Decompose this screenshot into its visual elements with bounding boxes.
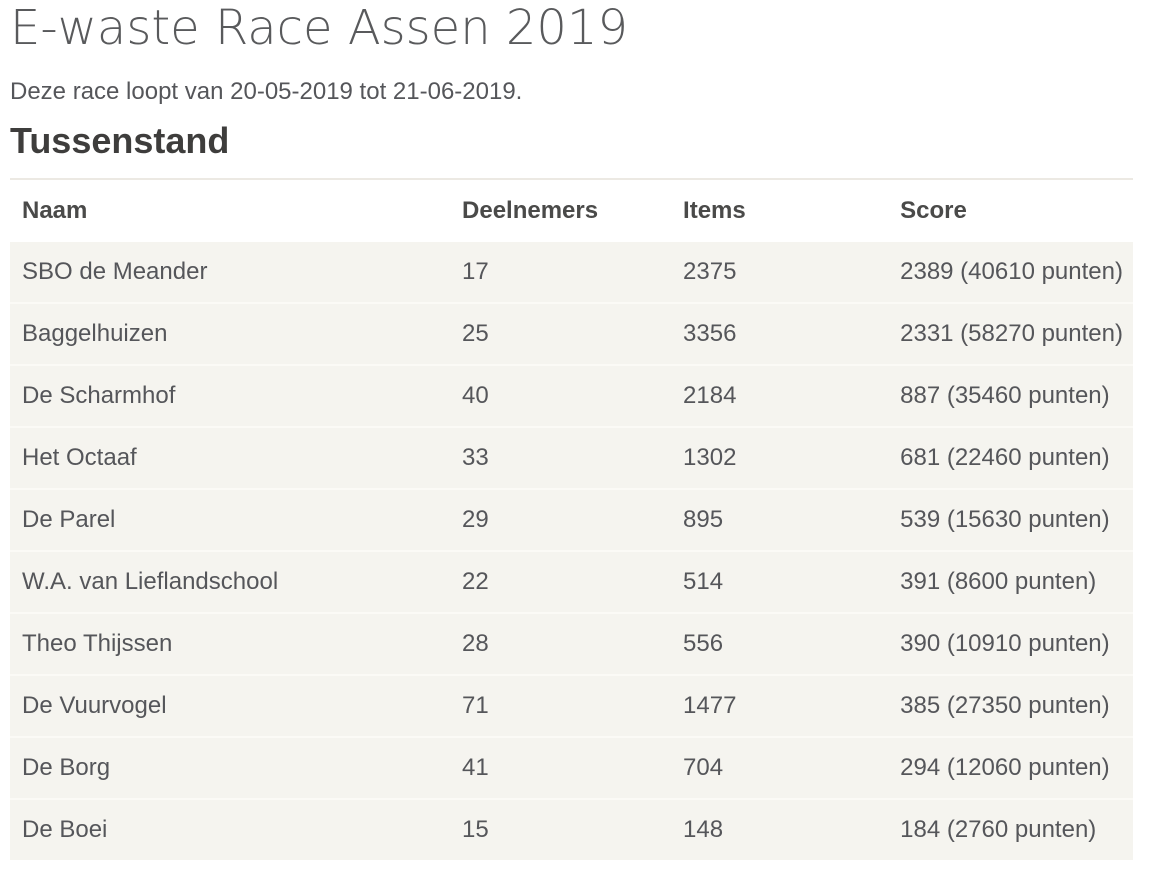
cell-items: 895 — [671, 487, 889, 551]
column-header-score: Score — [888, 178, 1133, 242]
cell-naam: De Borg — [10, 735, 451, 799]
cell-deelnemers: 17 — [450, 241, 672, 303]
cell-score: 391 (8600 punten) — [888, 549, 1133, 613]
cell-naam: Baggelhuizen — [10, 301, 451, 365]
cell-items: 1477 — [671, 673, 889, 737]
cell-naam: De Parel — [10, 487, 451, 551]
cell-deelnemers: 15 — [450, 797, 672, 860]
cell-naam: De Vuurvogel — [10, 673, 451, 737]
cell-score: 385 (27350 punten) — [888, 673, 1133, 737]
table-body: SBO de Meander 17 2375 2389 (40610 punte… — [10, 241, 1133, 860]
table-header: Naam Deelnemers Items Score — [10, 178, 1133, 242]
column-header-naam: Naam — [10, 178, 451, 242]
standings-table: Naam Deelnemers Items Score SBO de Meand… — [10, 177, 1133, 860]
cell-deelnemers: 41 — [450, 735, 672, 799]
page-subtitle: Deze race loopt van 20-05-2019 tot 21-06… — [10, 77, 523, 105]
cell-deelnemers: 40 — [450, 363, 672, 427]
cell-score: 539 (15630 punten) — [888, 487, 1133, 551]
cell-items: 3356 — [671, 301, 889, 365]
table-header-row: Naam Deelnemers Items Score — [10, 178, 1133, 242]
table-row: W.A. van Lieflandschool 22 514 391 (8600… — [10, 549, 1133, 613]
table-row: SBO de Meander 17 2375 2389 (40610 punte… — [10, 241, 1133, 303]
table-row: De Boei 15 148 184 (2760 punten) — [10, 797, 1133, 860]
table-row: De Parel 29 895 539 (15630 punten) — [10, 487, 1133, 551]
cell-naam: W.A. van Lieflandschool — [10, 549, 451, 613]
cell-deelnemers: 33 — [450, 425, 672, 489]
table-row: Het Octaaf 33 1302 681 (22460 punten) — [10, 425, 1133, 489]
column-header-deelnemers: Deelnemers — [450, 178, 672, 242]
cell-naam: SBO de Meander — [10, 241, 451, 303]
cell-items: 514 — [671, 549, 889, 613]
cell-items: 2184 — [671, 363, 889, 427]
table-row: De Scharmhof 40 2184 887 (35460 punten) — [10, 363, 1133, 427]
cell-items: 704 — [671, 735, 889, 799]
cell-score: 390 (10910 punten) — [888, 611, 1133, 675]
cell-score: 2331 (58270 punten) — [888, 301, 1133, 365]
table-row: Theo Thijssen 28 556 390 (10910 punten) — [10, 611, 1133, 675]
cell-deelnemers: 29 — [450, 487, 672, 551]
cell-items: 556 — [671, 611, 889, 675]
table-row: De Borg 41 704 294 (12060 punten) — [10, 735, 1133, 799]
cell-deelnemers: 28 — [450, 611, 672, 675]
cell-items: 148 — [671, 797, 889, 860]
section-heading: Tussenstand — [10, 119, 230, 161]
table-row: De Vuurvogel 71 1477 385 (27350 punten) — [10, 673, 1133, 737]
cell-score: 887 (35460 punten) — [888, 363, 1133, 427]
cell-score: 2389 (40610 punten) — [888, 241, 1133, 303]
cell-score: 184 (2760 punten) — [888, 797, 1133, 860]
cell-naam: Het Octaaf — [10, 425, 451, 489]
table-row: Baggelhuizen 25 3356 2331 (58270 punten) — [10, 301, 1133, 365]
cell-deelnemers: 22 — [450, 549, 672, 613]
cell-score: 681 (22460 punten) — [888, 425, 1133, 489]
cell-naam: Theo Thijssen — [10, 611, 451, 675]
cell-items: 1302 — [671, 425, 889, 489]
cell-deelnemers: 25 — [450, 301, 672, 365]
page-title: E-waste Race Assen 2019 — [10, 0, 629, 56]
cell-items: 2375 — [671, 241, 889, 303]
cell-deelnemers: 71 — [450, 673, 672, 737]
cell-score: 294 (12060 punten) — [888, 735, 1133, 799]
column-header-items: Items — [671, 178, 889, 242]
cell-naam: De Scharmhof — [10, 363, 451, 427]
cell-naam: De Boei — [10, 797, 451, 860]
